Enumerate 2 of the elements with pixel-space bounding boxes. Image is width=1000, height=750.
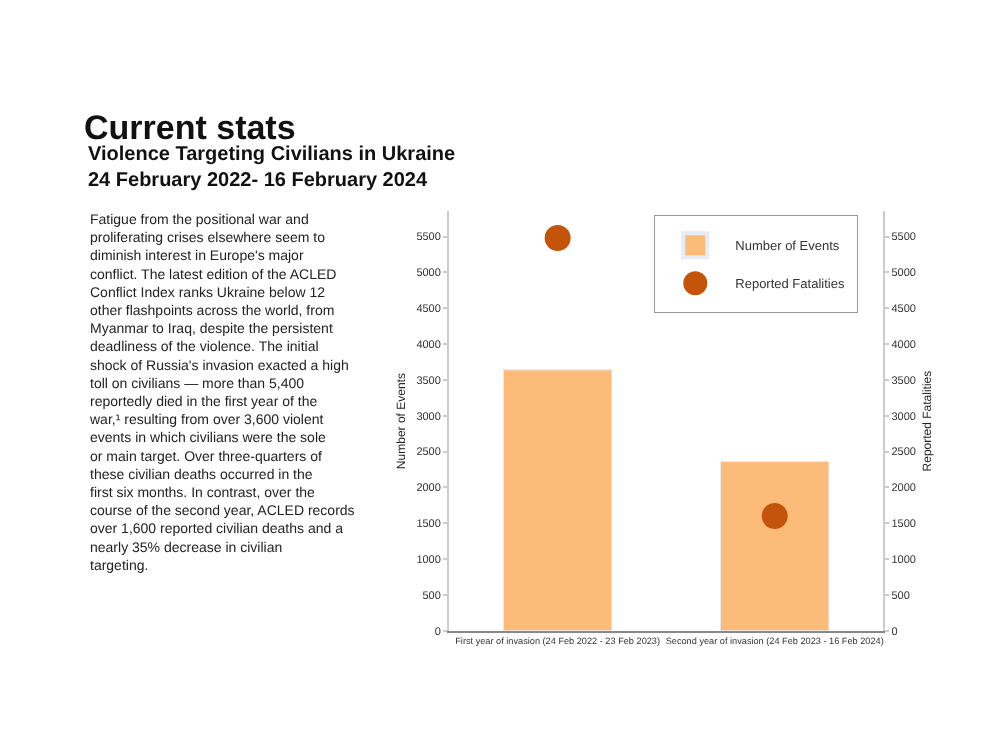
text: Violence Targeting Civilians in Ukraine 24 February 2022- 16 February 2024 (88, 144, 457, 192)
chart-title: Current stats (84, 108, 296, 147)
